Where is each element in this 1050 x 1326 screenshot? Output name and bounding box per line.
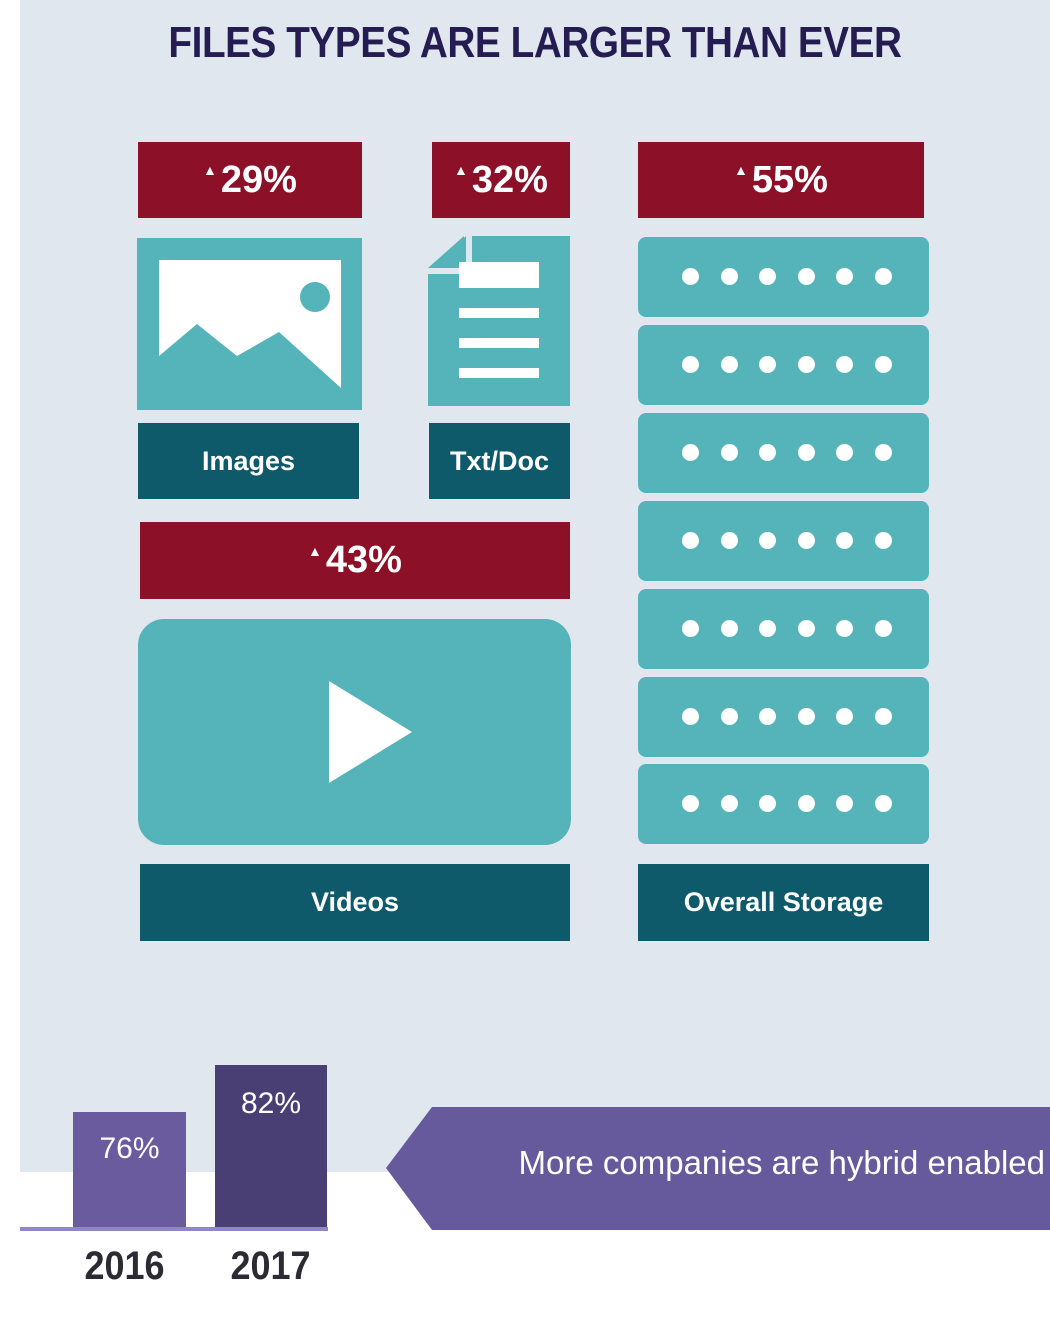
server-unit bbox=[638, 237, 929, 317]
document-icon bbox=[428, 236, 570, 410]
server-unit bbox=[638, 589, 929, 669]
up-arrow-icon: ▲ bbox=[308, 542, 322, 559]
txtdoc-increase-badge: ▲ 32% bbox=[432, 142, 570, 218]
images-increase-badge: ▲ 29% bbox=[138, 142, 362, 218]
up-arrow-icon: ▲ bbox=[203, 162, 217, 178]
play-video-icon bbox=[138, 619, 571, 845]
server-unit bbox=[638, 677, 929, 757]
up-arrow-icon: ▲ bbox=[454, 162, 468, 178]
year-label-2016: 2016 bbox=[84, 1244, 165, 1288]
txtdoc-label: Txt/Doc bbox=[429, 423, 570, 499]
server-unit bbox=[638, 501, 929, 581]
bar-baseline bbox=[20, 1227, 328, 1231]
page-title: FILES TYPES ARE LARGER THAN EVER bbox=[168, 18, 902, 67]
server-unit bbox=[638, 764, 929, 844]
videos-label: Videos bbox=[140, 864, 570, 941]
bar-2016-value: 76% bbox=[99, 1132, 160, 1165]
banner-text: More companies are hybrid enabled bbox=[518, 1144, 1045, 1181]
bar-2017: 82% bbox=[215, 1065, 327, 1229]
server-unit bbox=[638, 325, 929, 405]
bar-2016: 76% bbox=[73, 1112, 186, 1229]
callout-arrow-banner bbox=[386, 1107, 1050, 1230]
images-label: Images bbox=[138, 423, 359, 499]
up-arrow-icon: ▲ bbox=[734, 162, 748, 178]
year-label-2017: 2017 bbox=[230, 1244, 311, 1288]
storage-increase-badge: ▲ 55% bbox=[638, 142, 924, 218]
server-unit bbox=[638, 413, 929, 493]
storage-label: Overall Storage bbox=[638, 864, 929, 941]
videos-increase-badge: ▲ 43% bbox=[140, 522, 570, 599]
bar-2017-value: 82% bbox=[240, 1087, 302, 1120]
image-icon bbox=[137, 238, 362, 410]
